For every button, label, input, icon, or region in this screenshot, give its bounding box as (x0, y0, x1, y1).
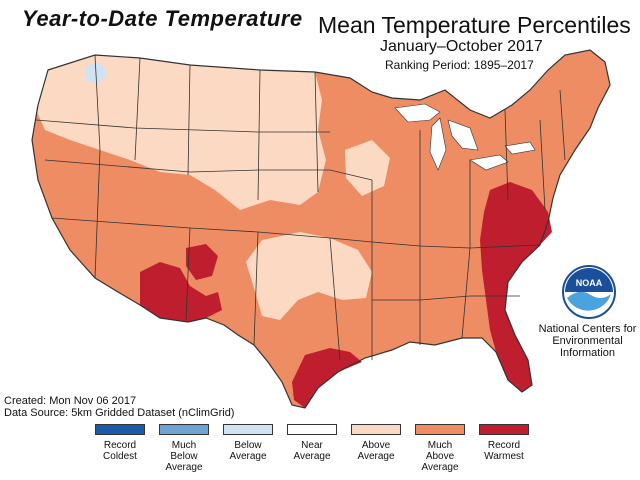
legend-item: Below Average (213, 424, 283, 462)
ncei-line-2: Environmental (552, 335, 623, 347)
legend-label: Below Average (229, 440, 267, 462)
legend-item: Near Average (277, 424, 347, 462)
legend-swatch (223, 424, 273, 435)
region-above-average-north (36, 55, 326, 210)
region-record-newmexico (186, 244, 218, 280)
legend: Record Coldest Much Below Average Below Averag… (0, 424, 640, 480)
noaa-logo: NOAA (562, 265, 616, 319)
ncei-label: National Centers for Environmental Infor… (535, 323, 640, 359)
region-record-southeast (480, 182, 552, 392)
legend-swatch (415, 424, 465, 435)
year-to-date-title: Year-to-Date Temperature (22, 6, 303, 31)
conus-border (31, 49, 611, 409)
legend-item: Above Average (341, 424, 411, 462)
region-record-texas (292, 348, 362, 408)
legend-item: Much Below Average (149, 424, 219, 473)
data-source: Data Source: 5km Gridded Dataset (nClimG… (4, 407, 235, 419)
map-subtitle: January–October 2017 (380, 38, 543, 55)
ranking-period: Ranking Period: 1895–2017 (385, 58, 534, 72)
region-record-southwest (140, 262, 222, 322)
region-above-average-plains (246, 232, 372, 320)
region-below-average-montana (86, 62, 108, 84)
created-date: Created: Mon Nov 06 2017 (4, 395, 137, 407)
legend-label: Near Average (293, 440, 331, 462)
noaa-logo-text: NOAA (576, 278, 603, 288)
legend-swatch (159, 424, 209, 435)
legend-swatch (287, 424, 337, 435)
great-lakes (394, 103, 536, 171)
legend-label: Above Average (357, 440, 395, 462)
ncei-line-1: National Centers for (538, 323, 637, 335)
legend-swatch (95, 424, 145, 435)
legend-label: Record Coldest (103, 440, 137, 462)
legend-item: Record Warmest (469, 424, 539, 462)
map-title: Mean Temperature Percentiles (318, 12, 631, 38)
legend-item: Record Coldest (85, 424, 155, 462)
us-temperature-map (31, 49, 611, 409)
legend-label: Record Warmest (484, 440, 524, 462)
region-above-average-midwest (345, 140, 390, 196)
legend-swatch (351, 424, 401, 435)
legend-label: Much Above Average (421, 440, 459, 473)
ncei-line-3: Information (559, 347, 616, 359)
legend-label: Much Below Average (165, 440, 203, 473)
state-borders (35, 54, 566, 361)
legend-swatch (479, 424, 529, 435)
legend-item: Much Above Average (405, 424, 475, 473)
